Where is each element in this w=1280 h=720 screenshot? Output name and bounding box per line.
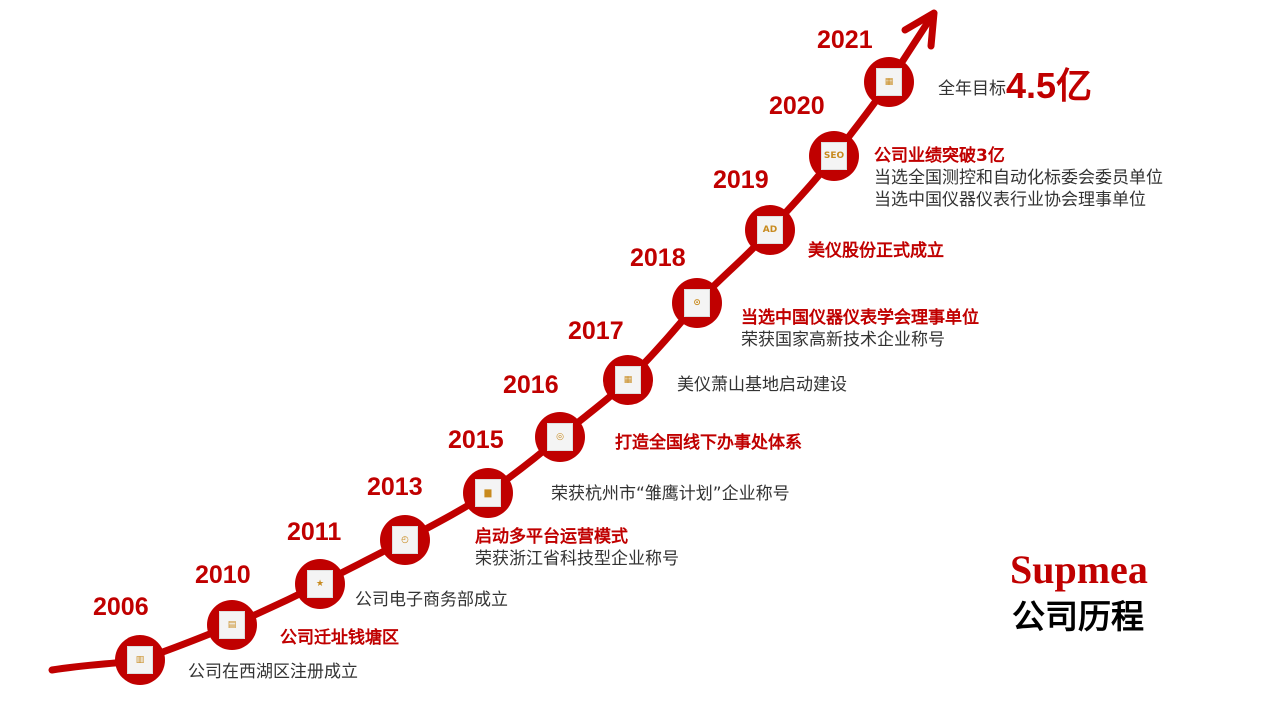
event-headline: 公司业绩突破3亿 <box>874 146 1005 166</box>
timeline-node-2010: ▤ <box>207 600 257 650</box>
timeline-node-2016: ◎ <box>535 412 585 462</box>
year-label: 2021 <box>817 26 873 54</box>
event-text: 公司电子商务部成立 <box>355 590 508 610</box>
bar-chart-icon: ▆ <box>475 479 501 507</box>
event-text: 当选中国仪器仪表行业协会理事单位 <box>874 190 1146 210</box>
year-label: 2016 <box>503 371 559 399</box>
year-label: 2015 <box>448 426 504 454</box>
event-text: 荣获杭州市“雏鹰计划”企业称号 <box>551 484 790 504</box>
event-description: 当选中国仪器仪表学会理事单位 荣获国家高新技术企业称号 <box>741 307 979 351</box>
control-panel-icon: ⊙ <box>684 289 710 317</box>
event-headline: 公司迁址钱塘区 <box>280 628 399 648</box>
event-description: 全年目标4.5亿 <box>938 68 1092 104</box>
timeline-node-2018: ⊙ <box>672 278 722 328</box>
year-label: 2013 <box>367 473 423 501</box>
seo-board-icon: SEO <box>821 142 847 170</box>
year-label: 2006 <box>93 593 149 621</box>
page-title: 公司历程 <box>1012 597 1144 636</box>
event-text: 全年目标 <box>938 79 1006 99</box>
office-buildings-icon: ▦ <box>876 68 902 96</box>
notebook-icon: ▤ <box>219 611 245 639</box>
newspaper-icon: ▦ <box>615 366 641 394</box>
event-text: 当选全国测控和自动化标委会委员单位 <box>874 168 1163 188</box>
event-headline: 打造全国线下办事处体系 <box>615 433 802 453</box>
year-label: 2020 <box>769 92 825 120</box>
timeline-node-2006: ▥ <box>115 635 165 685</box>
year-label: 2017 <box>568 317 624 345</box>
timeline-node-2019: AD <box>745 205 795 255</box>
event-headline: 美仪股份正式成立 <box>808 241 944 261</box>
event-headline: 启动多平台运营模式 <box>475 527 628 547</box>
event-description: 美仪股份正式成立 <box>808 240 944 262</box>
year-label: 2011 <box>287 518 342 546</box>
event-text: 荣获浙江省科技型企业称号 <box>475 549 679 569</box>
event-text: 美仪萧山基地启动建设 <box>677 375 847 395</box>
event-description: 公司电子商务部成立 <box>355 589 508 611</box>
dashboard-icon: ◴ <box>392 526 418 554</box>
target-value: 4.5亿 <box>1006 65 1093 106</box>
timeline-node-2017: ▦ <box>603 355 653 405</box>
event-description: 公司在西湖区注册成立 <box>188 661 358 683</box>
event-description: 启动多平台运营模式 荣获浙江省科技型企业称号 <box>475 526 679 570</box>
event-headline: 当选中国仪器仪表学会理事单位 <box>741 308 979 328</box>
year-label: 2019 <box>713 166 769 194</box>
timeline-node-2011: ★ <box>295 559 345 609</box>
event-description: 荣获杭州市“雏鹰计划”企业称号 <box>551 483 790 505</box>
event-description: 公司业绩突破3亿 当选全国测控和自动化标委会委员单位 当选中国仪器仪表行业协会理事单… <box>874 145 1163 211</box>
year-label: 2010 <box>195 561 251 589</box>
building-icon: ▥ <box>127 646 153 674</box>
event-description: 打造全国线下办事处体系 <box>615 432 802 454</box>
ad-box-icon: AD <box>757 216 783 244</box>
event-text: 荣获国家高新技术企业称号 <box>741 330 945 350</box>
timeline-node-2021: ▦ <box>864 57 914 107</box>
event-description: 公司迁址钱塘区 <box>280 627 399 649</box>
timeline-node-2020: SEO <box>809 131 859 181</box>
event-text: 公司在西湖区注册成立 <box>188 662 358 682</box>
monitor-icon: ◎ <box>547 423 573 451</box>
timeline-node-2013: ◴ <box>380 515 430 565</box>
supmea-logo: Supmea <box>1010 547 1148 592</box>
year-label: 2018 <box>630 244 686 272</box>
event-description: 美仪萧山基地启动建设 <box>677 374 847 396</box>
timeline-node-2015: ▆ <box>463 468 513 518</box>
star-document-icon: ★ <box>307 570 333 598</box>
